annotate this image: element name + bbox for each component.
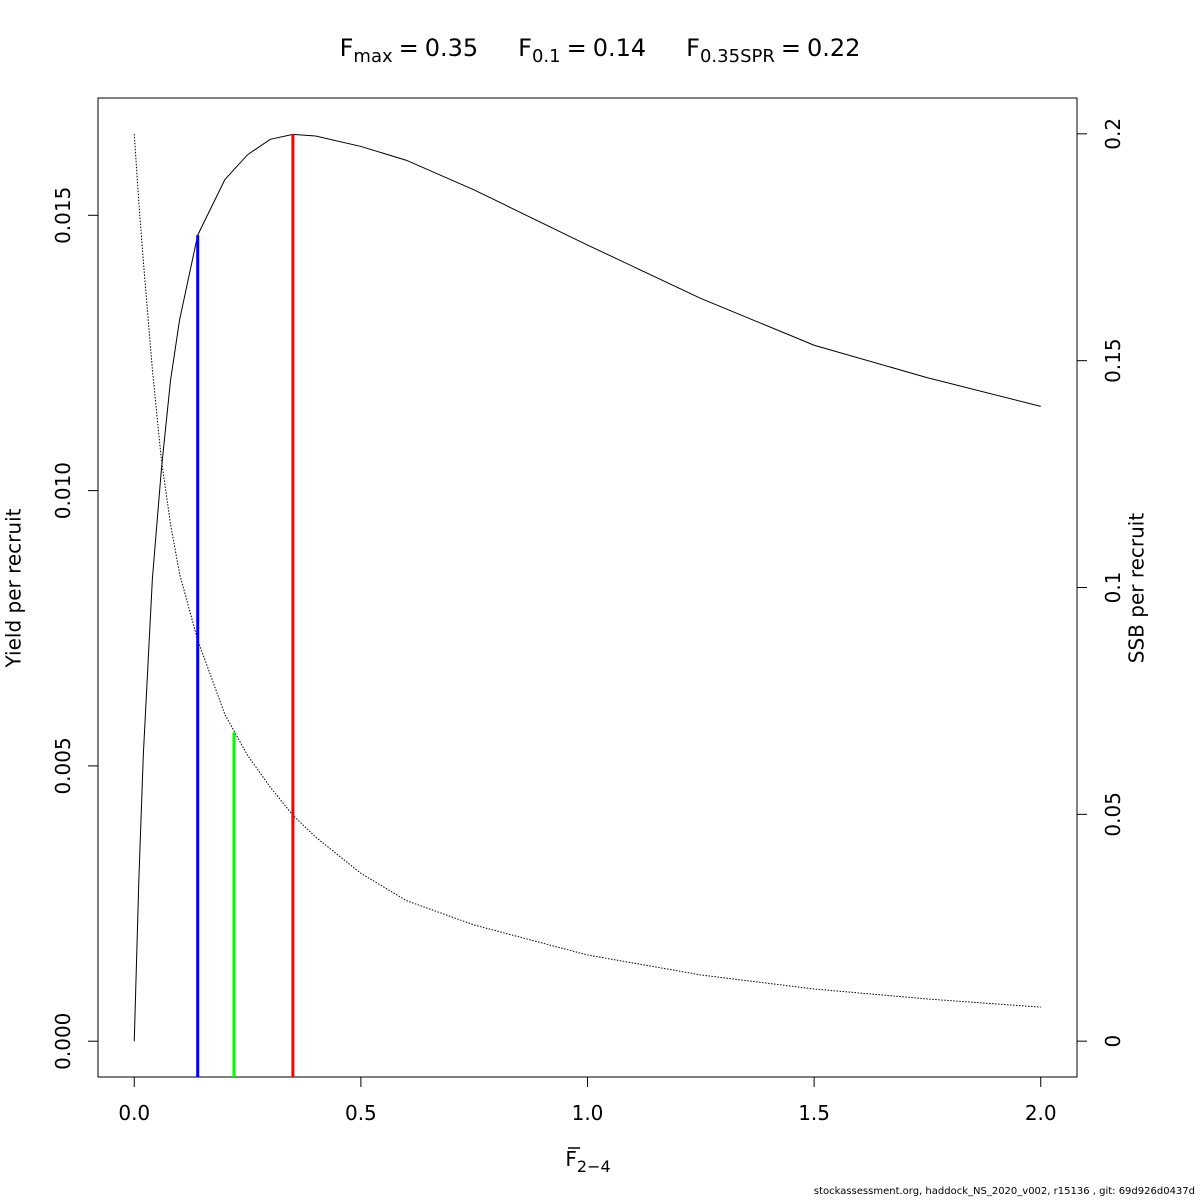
y2-tick-label: 0.1 <box>1101 572 1125 604</box>
yield-curve <box>133 133 1041 1042</box>
x-axis-symbol: F <box>565 1147 577 1171</box>
y-tick-label: 0.015 <box>51 187 75 244</box>
title-symbol: F <box>686 34 700 62</box>
title-subscript: max <box>353 46 393 67</box>
x-axis-title: F2−4 <box>565 1147 610 1176</box>
title-sign: = <box>399 34 419 62</box>
y2-tick-label: 0 <box>1101 1035 1125 1048</box>
x-tick-label: 0.0 <box>118 1101 150 1125</box>
title-value: 0.35 <box>425 34 478 62</box>
title-value: 0.22 <box>807 34 860 62</box>
x-tick-label: 0.5 <box>345 1101 377 1125</box>
x-axis-subscript: 2−4 <box>577 1157 611 1176</box>
title-value: 0.14 <box>593 34 646 62</box>
chart-title: Fmax = 0.35 F0.1 = 0.14 F0.35SPR = 0.22 <box>340 34 861 67</box>
y-tick-label: 0.000 <box>51 1013 75 1070</box>
y-tick-label: 0.005 <box>51 737 75 794</box>
title-subscript: 0.35SPR <box>700 46 775 67</box>
title-symbol: F <box>518 34 532 62</box>
y2-tick-label: 0.05 <box>1101 792 1125 837</box>
y2-tick-label: 0.15 <box>1101 338 1125 383</box>
x-tick-label: 2.0 <box>1025 1101 1057 1125</box>
title-sign: = <box>781 34 801 62</box>
y2-axis-title: SSB per recruit <box>1125 513 1149 664</box>
title-symbol: F <box>340 34 354 62</box>
title-subscript: 0.1 <box>532 46 561 67</box>
footer: stockassessment.org, haddock_NS_2020_v00… <box>814 1186 1195 1197</box>
ssb-curve <box>133 133 1041 1008</box>
x-tick-label: 1.5 <box>798 1101 830 1125</box>
x-tick-label: 1.0 <box>572 1101 604 1125</box>
title-sign: = <box>567 34 587 62</box>
y-tick-label: 0.010 <box>51 462 75 519</box>
y-axis-title: Yield per recruit <box>2 508 26 668</box>
y2-tick-label: 0.2 <box>1101 118 1125 150</box>
